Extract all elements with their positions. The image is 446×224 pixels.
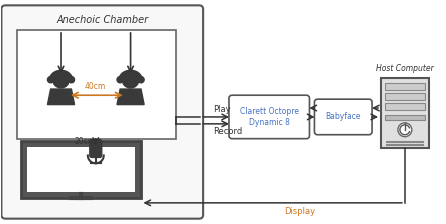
Circle shape (138, 77, 144, 83)
Circle shape (47, 77, 54, 83)
Text: Display: Display (284, 207, 315, 216)
Circle shape (117, 77, 123, 83)
FancyBboxPatch shape (385, 83, 425, 90)
Circle shape (398, 123, 412, 137)
FancyBboxPatch shape (27, 146, 135, 192)
FancyBboxPatch shape (21, 141, 140, 198)
Circle shape (68, 77, 74, 83)
Polygon shape (117, 89, 144, 105)
FancyBboxPatch shape (381, 78, 429, 148)
Circle shape (53, 71, 70, 88)
Text: Play: Play (213, 105, 231, 114)
Text: Clarett Octopre
Dynamic 8: Clarett Octopre Dynamic 8 (240, 107, 299, 127)
FancyBboxPatch shape (314, 99, 372, 135)
Circle shape (122, 71, 139, 88)
FancyBboxPatch shape (17, 30, 176, 139)
FancyBboxPatch shape (1, 5, 203, 219)
FancyBboxPatch shape (385, 103, 425, 110)
Text: Host Computer: Host Computer (376, 65, 434, 73)
FancyBboxPatch shape (229, 95, 310, 139)
Text: Anechoic Chamber: Anechoic Chamber (56, 15, 149, 25)
Text: 40cm: 40cm (84, 82, 105, 91)
Text: 20cm: 20cm (74, 137, 95, 146)
FancyBboxPatch shape (385, 115, 425, 120)
Text: Babyface: Babyface (326, 112, 361, 121)
Text: Record: Record (213, 127, 242, 136)
Polygon shape (47, 89, 74, 105)
FancyBboxPatch shape (90, 140, 102, 157)
FancyBboxPatch shape (385, 93, 425, 100)
